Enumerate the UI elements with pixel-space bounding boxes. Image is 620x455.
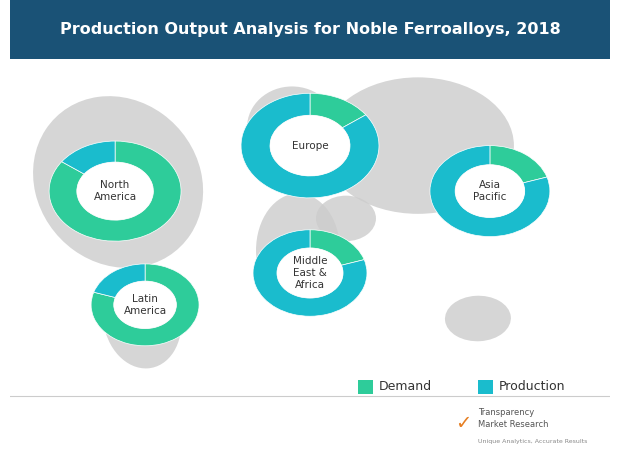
Wedge shape	[490, 146, 547, 183]
Text: Middle
East &
Africa: Middle East & Africa	[293, 257, 327, 289]
Wedge shape	[241, 93, 379, 198]
Circle shape	[277, 248, 343, 298]
Circle shape	[455, 165, 525, 217]
Text: Transparency
Market Research: Transparency Market Research	[478, 408, 549, 429]
Wedge shape	[62, 141, 115, 174]
Bar	[478, 380, 493, 394]
Ellipse shape	[33, 96, 203, 268]
Wedge shape	[49, 141, 181, 241]
Ellipse shape	[445, 296, 511, 341]
Text: ✓: ✓	[454, 414, 471, 433]
Text: Production Output Analysis for Noble Ferroalloys, 2018: Production Output Analysis for Noble Fer…	[60, 22, 560, 37]
Circle shape	[113, 281, 176, 329]
Text: Asia
Pacific: Asia Pacific	[473, 180, 507, 202]
FancyBboxPatch shape	[10, 0, 610, 59]
Wedge shape	[91, 264, 199, 346]
Ellipse shape	[256, 193, 340, 307]
Text: Unique Analytics, Accurate Results: Unique Analytics, Accurate Results	[478, 439, 587, 444]
Wedge shape	[310, 230, 364, 265]
Text: Demand: Demand	[379, 380, 432, 393]
Circle shape	[77, 162, 153, 220]
Wedge shape	[94, 264, 145, 298]
Bar	[358, 380, 373, 394]
Ellipse shape	[322, 77, 514, 214]
Text: Latin
America: Latin America	[123, 294, 167, 316]
Circle shape	[270, 115, 350, 176]
Wedge shape	[253, 230, 367, 316]
Ellipse shape	[247, 86, 337, 168]
Wedge shape	[310, 93, 366, 128]
Text: North
America: North America	[94, 180, 136, 202]
Text: Europe: Europe	[291, 141, 329, 151]
Ellipse shape	[316, 196, 376, 241]
Text: Production: Production	[499, 380, 565, 393]
Ellipse shape	[103, 268, 181, 369]
Wedge shape	[430, 146, 550, 237]
